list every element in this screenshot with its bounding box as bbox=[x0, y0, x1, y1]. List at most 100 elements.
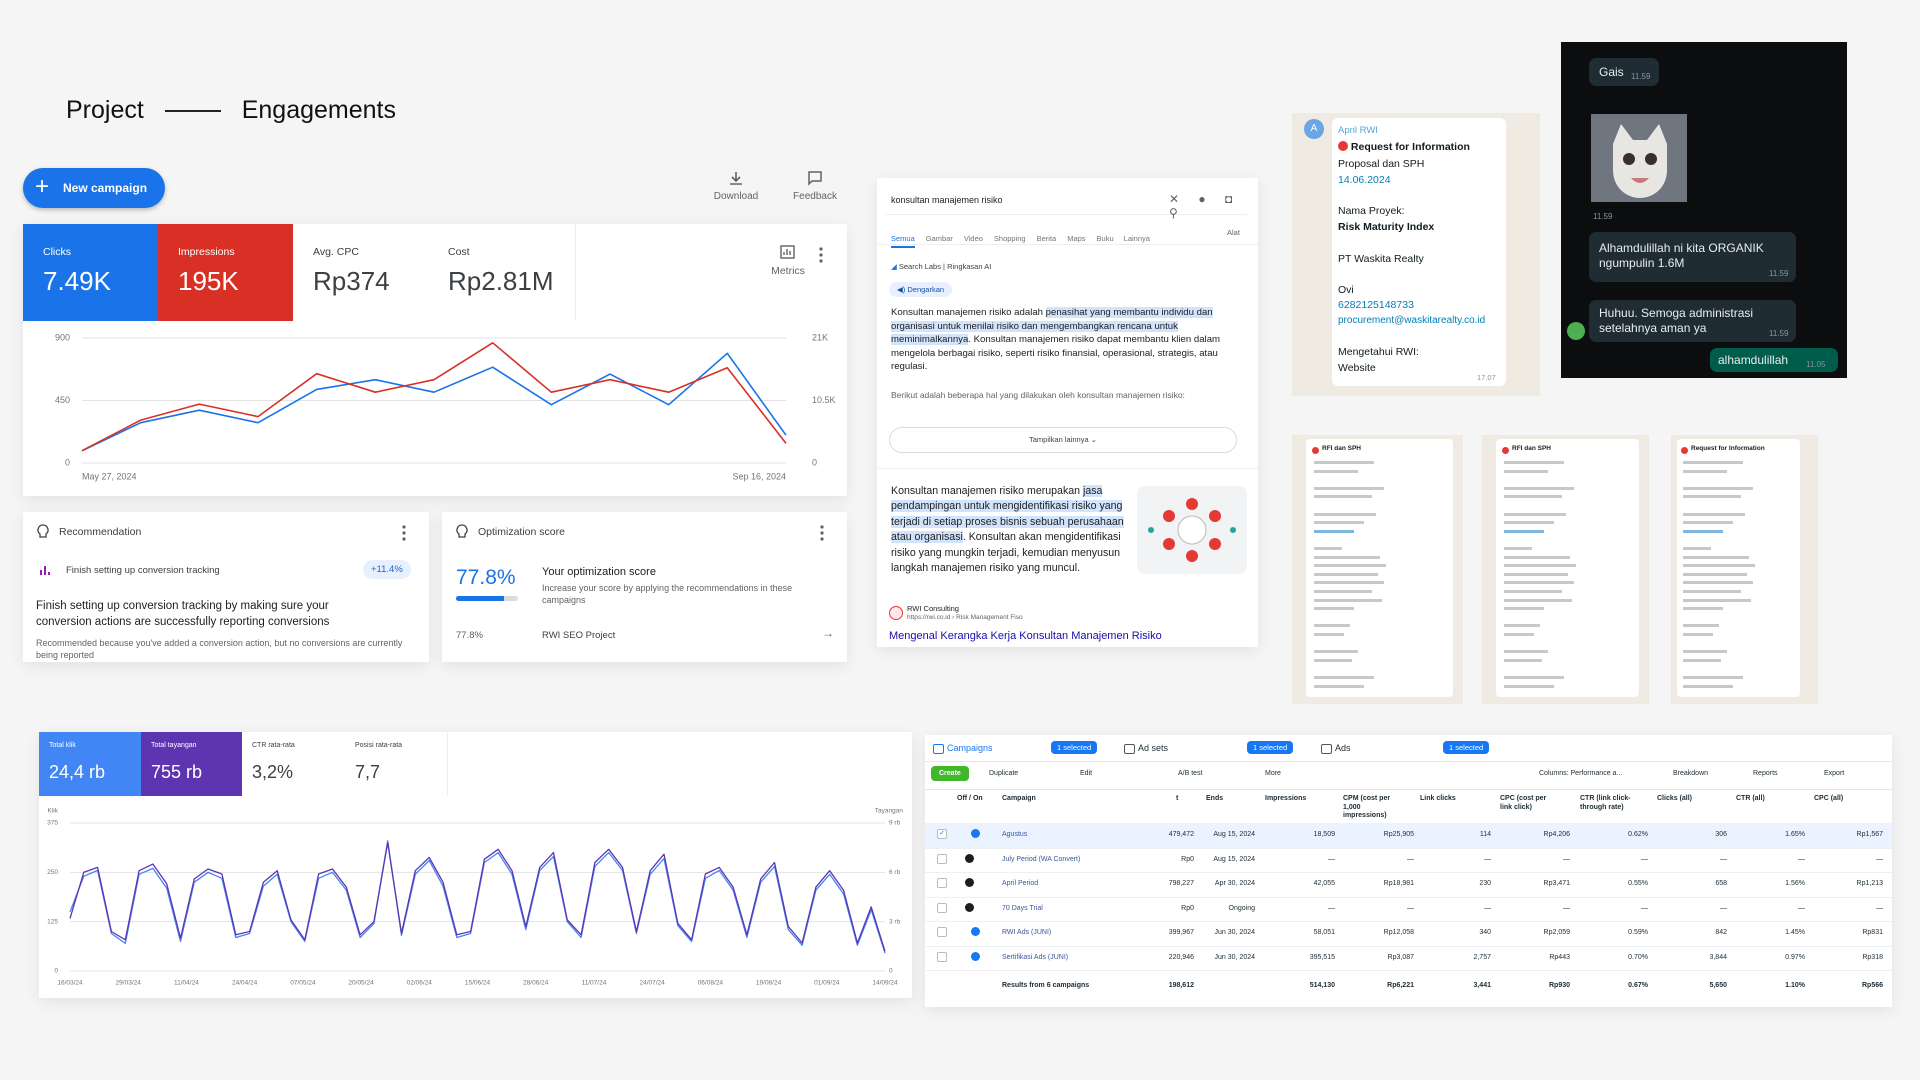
toggle[interactable] bbox=[965, 878, 974, 887]
series-line bbox=[69, 842, 886, 952]
column-header[interactable]: Clicks (all) bbox=[1657, 795, 1693, 802]
column-header[interactable]: CPC (cost per link click) bbox=[1500, 795, 1547, 811]
search-tab[interactable]: Shopping bbox=[993, 234, 1026, 243]
selected-badge[interactable]: 1 selected bbox=[1051, 741, 1098, 754]
tools-label[interactable]: Alat bbox=[1227, 228, 1240, 237]
more-icon[interactable] bbox=[399, 524, 409, 542]
tab-label[interactable]: Ads bbox=[1335, 743, 1351, 753]
metric-tile[interactable]: Total tayangan 755 rb bbox=[141, 732, 243, 796]
column-header[interactable]: Campaign bbox=[1002, 795, 1036, 802]
column-header[interactable]: Impressions bbox=[1265, 795, 1307, 802]
campaign-name[interactable]: July Period (WA Convert) bbox=[1002, 855, 1081, 863]
toolbar-button[interactable]: Breakdown bbox=[1673, 770, 1709, 777]
column-header[interactable]: t bbox=[1176, 795, 1179, 802]
arrow-icon[interactable]: → bbox=[822, 626, 834, 640]
column-header[interactable]: Link clicks bbox=[1420, 795, 1456, 802]
table-cell: — bbox=[1563, 855, 1570, 863]
table-cell: 220,946 bbox=[1168, 953, 1194, 961]
row-checkbox[interactable] bbox=[937, 878, 947, 888]
row-checkbox[interactable] bbox=[937, 927, 947, 937]
metric-tile[interactable]: Clicks 7.49K bbox=[23, 224, 159, 321]
column-header[interactable]: Ends bbox=[1206, 795, 1224, 802]
campaign-name[interactable]: Agustus bbox=[1002, 831, 1028, 838]
email[interactable]: procurement@waskitarealty.co.id bbox=[1338, 315, 1486, 326]
table-cell: 114 bbox=[1479, 831, 1491, 838]
text-line bbox=[1314, 512, 1376, 516]
text-line bbox=[1314, 521, 1364, 525]
row-checkbox[interactable]: ✓ bbox=[937, 829, 947, 839]
row-checkbox[interactable] bbox=[937, 902, 947, 913]
download-button[interactable]: Download bbox=[706, 170, 766, 202]
toggle[interactable] bbox=[965, 853, 974, 863]
toolbar-button[interactable]: Create bbox=[931, 766, 969, 781]
tab-label[interactable]: Campaigns bbox=[947, 743, 993, 753]
x-tick-label: 11/07/24 bbox=[582, 980, 607, 987]
toggle[interactable] bbox=[971, 927, 980, 936]
text-line bbox=[1683, 547, 1711, 550]
y2-tick-label: 3 rb bbox=[889, 918, 901, 925]
x-tick-label: 02/06/24 bbox=[407, 980, 433, 987]
toolbar-button[interactable]: Export bbox=[1824, 770, 1845, 777]
table-cell: 340 bbox=[1479, 929, 1491, 936]
toggle[interactable] bbox=[965, 902, 974, 912]
campaign-name[interactable]: RWI Ads (JUNI) bbox=[1002, 929, 1052, 936]
metric-tile[interactable]: Posisi rata-rata 7,7 bbox=[345, 732, 448, 796]
metric-tile[interactable]: Impressions 195K bbox=[158, 224, 294, 321]
search-tab[interactable]: Berita bbox=[1036, 234, 1057, 243]
listen-label: Dengarkan bbox=[907, 285, 945, 294]
search-tab[interactable]: Maps bbox=[1067, 234, 1086, 243]
toolbar-button[interactable]: Columns: Performance a... bbox=[1539, 770, 1623, 777]
new-campaign-button[interactable]: + New campaign bbox=[23, 168, 165, 208]
row-checkbox[interactable] bbox=[937, 853, 947, 864]
metric-tile[interactable]: Cost Rp2.81M bbox=[428, 224, 576, 321]
toolbar-button[interactable]: A/B test bbox=[1178, 770, 1203, 777]
column-header[interactable]: CTR (all) bbox=[1736, 795, 1765, 802]
search-tab[interactable]: Gambar bbox=[925, 234, 953, 243]
metric-tile[interactable]: CTR rata-rata 3,2% bbox=[242, 732, 346, 796]
campaign-name[interactable]: Sertifikasi Ads (JUNI) bbox=[1002, 953, 1069, 961]
column-header[interactable]: Off / On bbox=[957, 795, 983, 802]
selected-badge[interactable]: 1 selected bbox=[1247, 741, 1294, 754]
toolbar-button[interactable]: More bbox=[1265, 770, 1281, 777]
search-tab[interactable]: Lainnya bbox=[1123, 234, 1150, 243]
feedback-button[interactable]: Feedback bbox=[785, 170, 845, 202]
search-icons: ✕ ● ◘ ⚲ bbox=[1169, 192, 1241, 220]
metric-tile[interactable]: Total klik 24,4 rb bbox=[39, 732, 142, 796]
row-checkbox[interactable] bbox=[937, 951, 947, 962]
selected-badge[interactable]: 1 selected bbox=[1443, 741, 1490, 754]
search-bar[interactable]: konsultan manajemen risiko ✕ ● ◘ ⚲ bbox=[885, 186, 1247, 220]
snippet-text: Konsultan manajemen risiko merupakan bbox=[891, 485, 1083, 497]
column-header[interactable]: CPC (all) bbox=[1814, 795, 1844, 802]
toolbar-button[interactable]: Duplicate bbox=[989, 770, 1019, 777]
tab-label[interactable]: Ad sets bbox=[1138, 743, 1169, 753]
message-text: Huhuu. Semoga administrasi setelahnya am… bbox=[1599, 306, 1754, 335]
result-title[interactable]: Mengenal Kerangka Kerja Konsultan Manaje… bbox=[889, 630, 1162, 642]
metrics-button[interactable]: Metrics bbox=[758, 244, 818, 277]
column-header[interactable]: CPM (cost per 1,000 impressions) bbox=[1343, 795, 1391, 819]
search-tab[interactable]: Buku bbox=[1096, 234, 1114, 243]
chat-preview: RFI dan SPH bbox=[1292, 435, 1463, 704]
toggle[interactable] bbox=[971, 951, 980, 961]
toggle[interactable] bbox=[971, 829, 980, 838]
chat-preview: RFI dan SPH bbox=[1482, 435, 1649, 704]
search-tab[interactable]: Video bbox=[963, 234, 983, 243]
column-header[interactable]: CTR (link click-through rate) bbox=[1580, 795, 1631, 811]
listen-button[interactable]: ◀) Dengarkan bbox=[889, 282, 953, 297]
message-bubble: Alhamdulillah ni kita ORGANIK ngumpulin … bbox=[1589, 232, 1796, 282]
search-tab[interactable]: Semua bbox=[891, 234, 915, 248]
more-icon[interactable] bbox=[816, 246, 826, 264]
more-icon[interactable] bbox=[817, 524, 827, 542]
table-cell: 306 bbox=[1715, 831, 1727, 838]
text-line bbox=[1504, 512, 1566, 516]
show-more-button[interactable]: Tampilkan lainnya ⌄ bbox=[889, 427, 1237, 453]
campaign-name[interactable]: April Period bbox=[1002, 880, 1039, 887]
phone[interactable]: 6282125148733 bbox=[1338, 299, 1414, 311]
metric-tile[interactable]: Avg. CPC Rp374 bbox=[293, 224, 429, 321]
toolbar-button[interactable]: Edit bbox=[1080, 770, 1093, 777]
cat-photo bbox=[1591, 114, 1687, 202]
toolbar-button[interactable]: Reports bbox=[1753, 770, 1778, 777]
campaign-name[interactable]: 70 Days Trial bbox=[1002, 904, 1043, 912]
table-cell: — bbox=[1328, 855, 1335, 863]
text-line bbox=[1314, 650, 1358, 654]
text-line bbox=[1683, 633, 1713, 636]
